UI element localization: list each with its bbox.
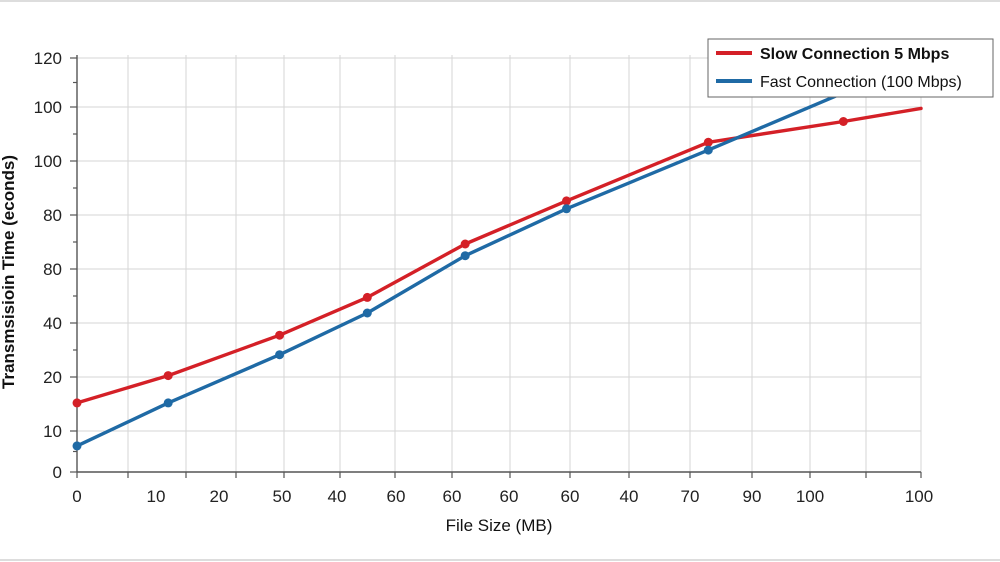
y-tick-label: 80	[43, 206, 62, 225]
series-0	[72, 106, 923, 408]
data-point	[72, 398, 82, 408]
x-axis-label: File Size (MB)	[446, 516, 553, 535]
data-point	[163, 371, 173, 381]
legend-label-fast: Fast Connection (100 Mbps)	[760, 74, 962, 91]
gridlines	[77, 55, 922, 472]
series	[72, 50, 926, 451]
y-tick-label: 0	[53, 463, 62, 482]
x-tick-label: 50	[273, 487, 292, 506]
data-point	[275, 330, 285, 340]
legend: Slow Connection 5 Mbps Fast Connection (…	[707, 38, 994, 98]
x-tick-label: 40	[328, 487, 347, 506]
series-line	[75, 53, 923, 448]
x-tick-label: 40	[620, 487, 639, 506]
data-point	[362, 308, 372, 318]
x-tick-label: 70	[681, 487, 700, 506]
x-tick-label: 100	[905, 487, 933, 506]
y-axis-label: Transmsisioin Time (econds)	[0, 155, 18, 389]
x-tick-label: 0	[72, 487, 81, 506]
data-point	[163, 398, 173, 408]
legend-label-slow: Slow Connection 5 Mbps	[760, 46, 949, 63]
y-tick-label: 40	[43, 314, 62, 333]
axes	[76, 55, 921, 473]
data-point	[72, 441, 82, 451]
legend-box	[707, 38, 994, 98]
y-tick-label: 80	[43, 260, 62, 279]
x-tick-label: 100	[796, 487, 824, 506]
series-1	[72, 50, 926, 451]
data-point	[562, 196, 571, 206]
y-tick-label: 10	[43, 422, 62, 441]
data-point	[838, 117, 848, 126]
data-point	[703, 137, 713, 147]
x-tick-label: 60	[561, 487, 580, 506]
data-point	[460, 251, 470, 261]
x-tick-label: 60	[443, 487, 462, 506]
x-tick-label: 10	[147, 487, 166, 506]
series-line	[75, 106, 923, 405]
data-point	[460, 239, 470, 249]
x-tick-label: 90	[743, 487, 762, 506]
y-tick-label: 100	[34, 98, 62, 117]
tick-labels: 0 10 20 50 40 60 60 60 60 40 70 90 100 100 0 10 20 40 80 80…	[34, 49, 934, 506]
data-point	[562, 204, 571, 214]
y-tick-label: 20	[43, 368, 62, 387]
y-tick-label: 120	[34, 49, 62, 68]
data-point	[275, 350, 285, 360]
x-tick-label: 60	[500, 487, 519, 506]
x-tick-label: 60	[387, 487, 406, 506]
data-point	[703, 145, 713, 155]
y-tick-label: 100	[34, 152, 62, 171]
data-point	[362, 292, 372, 302]
x-tick-label: 20	[210, 487, 229, 506]
